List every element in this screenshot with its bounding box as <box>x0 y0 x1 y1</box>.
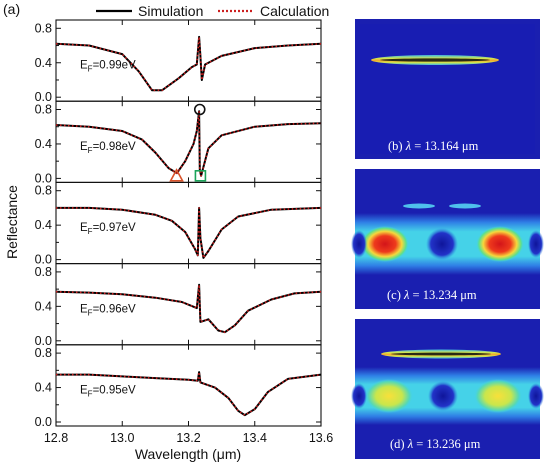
legend-simulation-label: Simulation <box>138 3 203 19</box>
panel-4: 0.0 0.4 0.8 EF=0.95eV <box>35 344 322 429</box>
panel-1: 0.0 0.4 0.8 EF=0.98eV <box>35 100 322 185</box>
y-tick-label: 0.4 <box>35 381 52 395</box>
y-tick-label: 0.4 <box>35 299 52 313</box>
y-tick-label: 0.8 <box>35 346 52 360</box>
fermi-energy-label: EF=0.98eV <box>80 141 136 155</box>
series-simulation-line <box>55 283 322 334</box>
caption-b: (b) λ = 13.164 μm <box>388 139 479 153</box>
field-map-b: (b) λ = 13.164 μm <box>355 19 540 159</box>
y-tick-label: 0.8 <box>35 265 52 279</box>
marker-circle <box>193 103 206 116</box>
panel-2: 0.0 0.4 0.8 EF=0.97eV <box>35 181 322 267</box>
y-tick-label: 0.0 <box>35 253 52 267</box>
marker-triangle <box>169 168 184 182</box>
panel-label-a: (a) <box>3 1 20 17</box>
series-calculation-line <box>55 110 322 177</box>
y-tick-label: 0.0 <box>35 171 52 185</box>
y-tick-label: 0.4 <box>35 137 52 151</box>
caption-d: (d) λ = 13.236 μm <box>390 437 481 451</box>
y-tick-label: 0.4 <box>35 218 52 232</box>
fermi-energy-label: EF=0.96eV <box>80 303 136 317</box>
y-tick-label: 0.8 <box>35 21 52 35</box>
y-tick-label: 0.0 <box>35 90 52 104</box>
series-calculation-line <box>56 371 322 416</box>
plot-area: 0.00.40.8EF=0.99eV0.00.40.8EF=0.98eV0.00… <box>35 19 333 445</box>
caption-c: (c) λ = 13.234 μm <box>387 288 477 302</box>
y-tick-label: 0.0 <box>35 334 52 348</box>
fermi-energy-label: EF=0.99eV <box>80 60 136 74</box>
series-calculation-line <box>55 36 322 92</box>
y-tick-label: 0.8 <box>35 184 52 198</box>
y-tick-label: 0.8 <box>35 103 52 117</box>
field-map-d: (d) λ = 13.236 μm <box>351 319 544 459</box>
y-tick-label: 0.0 <box>35 415 52 429</box>
x-tick-label: 13.2 <box>176 431 200 445</box>
panel-0: 0.0 0.4 0.8 EF=0.99eV <box>35 19 322 104</box>
fermi-energy-label: EF=0.97eV <box>80 222 136 236</box>
x-tick-label: 13.6 <box>309 431 333 445</box>
x-tick-label: 13.4 <box>243 431 267 445</box>
legend: Simulation Calculation <box>96 3 329 19</box>
x-tick-label: 13.0 <box>110 431 134 445</box>
series-calculation-line <box>56 207 322 259</box>
y-axis-label: Reflectance <box>4 185 20 259</box>
legend-calculation-label: Calculation <box>260 3 329 19</box>
x-tick-label: 12.8 <box>44 431 68 445</box>
field-map-c: (c) λ = 13.234 μm <box>351 169 544 309</box>
fermi-energy-label: EF=0.95eV <box>80 385 136 399</box>
x-axis-label: Wavelength (μm) <box>135 446 241 462</box>
y-tick-label: 0.4 <box>35 56 52 70</box>
panel-3: 0.0 0.4 0.8 EF=0.96eV <box>35 263 322 348</box>
marker-square <box>194 170 207 182</box>
